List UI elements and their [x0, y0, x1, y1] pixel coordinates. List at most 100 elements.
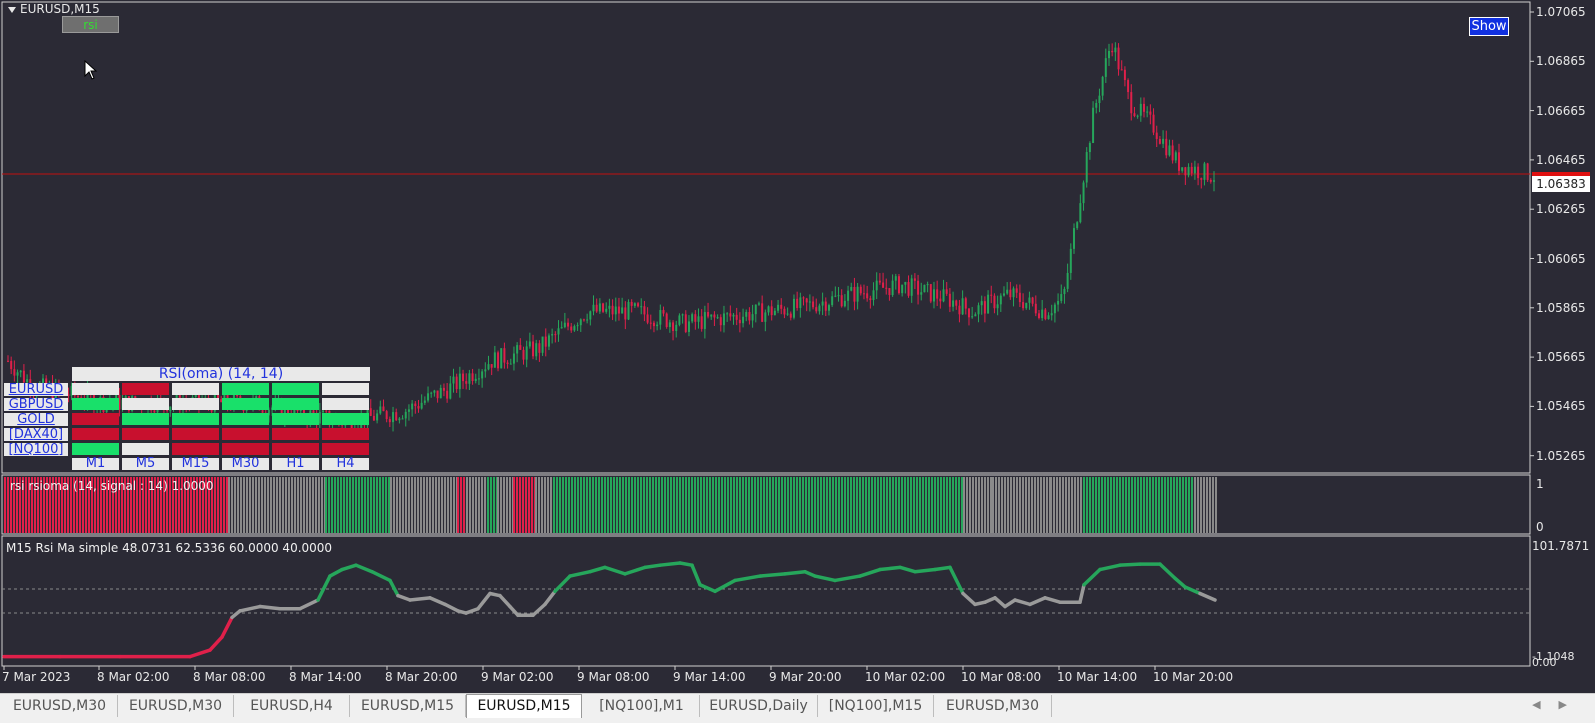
- candle-body: [783, 308, 786, 315]
- state-bar: [562, 477, 564, 533]
- chart-tab[interactable]: EURUSD,M15: [466, 694, 582, 718]
- state-bar: [577, 477, 579, 533]
- dashboard-symbol-link[interactable]: [NQ100]: [4, 443, 68, 456]
- candle-body: [407, 409, 410, 412]
- candle-body: [1171, 145, 1174, 161]
- state-bar: [763, 477, 765, 533]
- chart-tab[interactable]: EURUSD,M30: [2, 695, 118, 717]
- candle-body: [834, 295, 837, 297]
- state-bar: [667, 477, 669, 533]
- dropdown-triangle-icon[interactable]: [8, 6, 16, 13]
- candle-body: [582, 319, 585, 321]
- candle-body: [516, 345, 519, 354]
- state-bar: [907, 477, 909, 533]
- state-bar: [70, 477, 72, 533]
- chart-tab[interactable]: [NQ100],M1: [584, 695, 700, 717]
- state-bar: [1056, 477, 1058, 533]
- state-bar: [619, 477, 621, 533]
- state-bar: [1194, 477, 1196, 533]
- candle-body: [541, 336, 544, 353]
- state-bar: [444, 477, 446, 533]
- candle-body: [824, 301, 827, 311]
- state-bar: [838, 477, 840, 533]
- rsi-ma-segment: [1183, 585, 1202, 596]
- candle-body: [1111, 50, 1114, 53]
- dashboard-state-cell: [322, 428, 369, 440]
- state-bar: [205, 477, 207, 533]
- arrow-right-icon[interactable]: ▶: [1558, 698, 1585, 711]
- state-bar: [969, 477, 971, 533]
- candle-body: [1050, 313, 1053, 316]
- state-bar: [399, 477, 401, 533]
- state-bar: [730, 477, 732, 533]
- dashboard-timeframe-label: H4: [322, 457, 369, 470]
- candle-body: [1181, 167, 1184, 171]
- state-bar: [769, 477, 771, 533]
- candle-body: [430, 392, 433, 394]
- state-bar: [67, 477, 69, 533]
- state-bar: [961, 477, 963, 533]
- candle-body: [10, 360, 13, 370]
- state-bar: [376, 477, 378, 533]
- dashboard-symbol-link[interactable]: [DAX40]: [4, 428, 68, 441]
- dashboard-symbol-link[interactable]: EURUSD: [4, 383, 68, 396]
- state-bar: [226, 477, 228, 533]
- state-bar: [282, 477, 284, 533]
- state-bar: [1161, 477, 1163, 533]
- state-bar: [493, 477, 495, 533]
- indicator2-label: M15 Rsi Ma simple 48.0731 62.5336 60.000…: [6, 541, 333, 555]
- state-bar: [231, 477, 233, 533]
- dashboard-state-cell: [222, 383, 269, 395]
- show-button[interactable]: Show: [1469, 17, 1509, 36]
- candle-body: [1072, 228, 1075, 249]
- state-bar: [832, 477, 834, 533]
- state-bar: [862, 477, 864, 533]
- chart-tab[interactable]: EURUSD,M30: [934, 695, 1052, 717]
- chart-tab[interactable]: EURUSD,Daily: [700, 695, 818, 717]
- state-bar: [178, 477, 180, 533]
- chart-tab[interactable]: EURUSD,H4: [234, 695, 350, 717]
- state-bar: [664, 477, 666, 533]
- state-bar: [234, 477, 236, 533]
- candle-body: [7, 360, 9, 362]
- dashboard-symbol-link[interactable]: GOLD: [4, 413, 68, 426]
- rsi-ma-segment: [188, 648, 212, 659]
- state-bar: [955, 477, 957, 533]
- state-bar: [676, 477, 678, 533]
- state-bar: [246, 477, 248, 533]
- arrow-left-icon[interactable]: ◀: [1532, 698, 1559, 711]
- state-bar: [315, 477, 317, 533]
- state-bar: [901, 477, 903, 533]
- candle-body: [958, 305, 961, 315]
- state-bar: [646, 477, 648, 533]
- candle-body: [477, 378, 480, 380]
- candle-body: [26, 379, 29, 383]
- candle-body: [929, 284, 932, 302]
- state-bar: [1107, 477, 1109, 533]
- state-bar: [258, 477, 260, 533]
- candle-body: [637, 303, 640, 307]
- candle-body: [1076, 222, 1079, 229]
- chart-canvas[interactable]: [0, 0, 1595, 693]
- candle-body: [1213, 180, 1215, 182]
- candle-body: [840, 295, 843, 307]
- tab-scroll-arrows[interactable]: ◀▶: [1532, 698, 1585, 711]
- state-bar: [484, 477, 486, 533]
- chart-tab[interactable]: EURUSD,M30: [118, 695, 234, 717]
- chart-tab[interactable]: [NQ100],M15: [818, 695, 934, 717]
- rsi-ma-segment: [316, 574, 332, 602]
- candle-body: [942, 289, 945, 302]
- rsi-button[interactable]: rsi: [62, 16, 119, 33]
- state-bar: [694, 477, 696, 533]
- time-axis-label: 8 Mar 14:00: [289, 670, 362, 684]
- candle-body: [465, 381, 468, 384]
- dashboard-symbol-link[interactable]: GBPUSD: [4, 398, 68, 411]
- chart-tab[interactable]: EURUSD,M15: [350, 695, 466, 717]
- candle-body: [579, 319, 582, 326]
- candle-body: [796, 298, 799, 308]
- state-bar: [880, 477, 882, 533]
- candle-body: [710, 314, 713, 317]
- candle-body: [369, 408, 372, 416]
- candle-body: [1044, 309, 1047, 320]
- state-bar: [1131, 477, 1133, 533]
